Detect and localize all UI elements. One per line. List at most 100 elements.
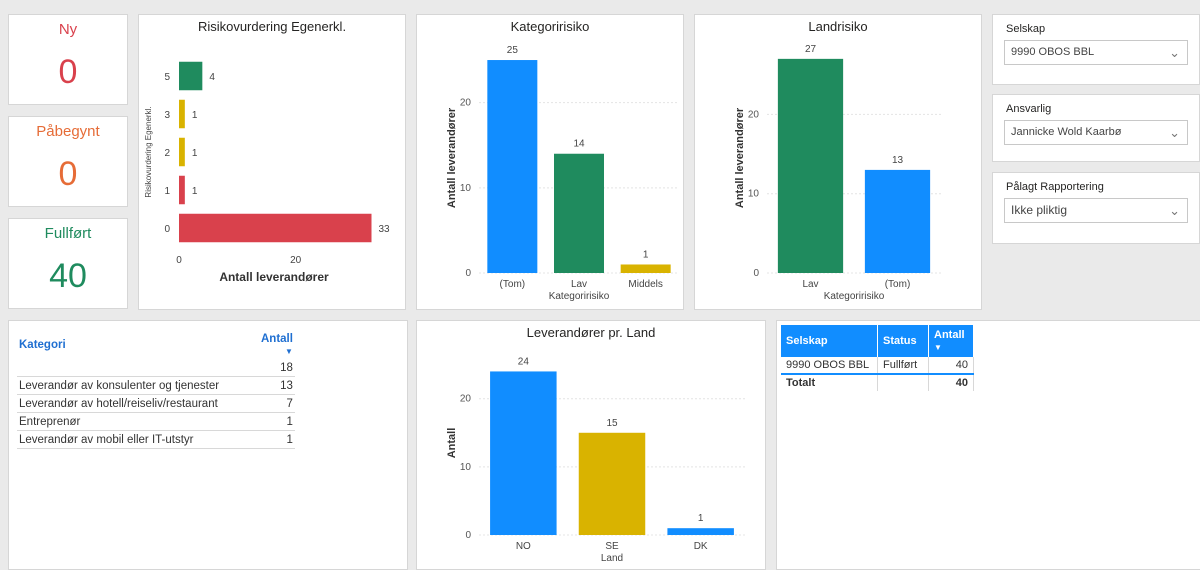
cell-antall: 1 [259,430,295,449]
sort-desc-icon: ▼ [934,343,942,352]
y-tick-label: 0 [753,268,759,279]
y-tick-label: 2 [164,148,170,159]
company-table-card: Selskap Status Antall ▼ 9990 OBOS BBL Ful… [776,320,1200,570]
chevron-down-icon[interactable]: ⌄ [1169,203,1180,218]
data-label: 25 [507,45,519,56]
palagt-rapportering-dropdown[interactable]: Ikke pliktig ⌄ [1004,198,1188,223]
y-tick-label: 0 [465,530,471,541]
leverandorer-pr-land-chart: 0 10 20 24 NO 15 SE 1 DK Land Antall [446,356,745,564]
chart-card-kategoririsiko[interactable]: Kategoririsiko 0 10 20 25 (Tom) 14 Lav 1 Middels… [416,14,684,310]
x-tick-label: Lav [802,279,818,290]
bar [554,153,604,273]
data-label: 1 [698,513,704,524]
slicer-selskap[interactable]: Selskap 9990 OBOS BBL ⌄ [992,14,1200,85]
kpi-label: Ny [58,21,78,38]
data-label: 14 [573,139,585,150]
y-tick-label: 0 [465,268,471,279]
kpi-card-fullfort: Fullført 40 [8,218,128,309]
x-axis-label: Kategoririsiko [549,291,610,302]
slicer-title: Ansvarlig [1006,103,1052,115]
chevron-down-icon[interactable]: ⌄ [1169,125,1180,140]
table-row[interactable]: 9990 OBOS BBL Fullført 40 [781,357,974,374]
x-tick-label: NO [516,541,531,552]
slicer-palagt-rapportering[interactable]: Pålagt Rapportering Ikke pliktig ⌄ [992,172,1200,244]
kpi-card-pabegynt: Påbegynt 0 [8,116,128,207]
x-tick-label: 0 [176,255,182,266]
company-table: Selskap Status Antall ▼ 9990 OBOS BBL Ful… [781,325,974,391]
kpi-label: Påbegynt [36,123,100,140]
chart-card-risikovurdering[interactable]: Risikovurdering Egenerkl. 4 5 1 3 1 2 1 1 33 0 0 20… [138,14,406,310]
chart-card-leverandorer-pr-land[interactable]: Leverandører pr. Land 0 10 20 24 NO 15 SE 1 DK La… [416,320,766,570]
kategoririsiko-chart: 0 10 20 25 (Tom) 14 Lav 1 Middels Kategoririsiko A… [446,45,679,302]
bar [667,528,734,535]
data-label: 15 [606,418,618,429]
total-empty [877,373,929,391]
bar [179,61,203,91]
column-header-antall[interactable]: Antall ▼ [259,331,295,359]
y-tick-label: 1 [164,186,170,197]
cell-antall: 7 [259,394,295,413]
y-tick-label: 20 [460,394,472,405]
cell-antall: 13 [259,376,295,395]
table-row[interactable]: Leverandør av mobil eller IT-utstyr 1 [17,430,295,449]
column-header-status[interactable]: Status [877,325,929,357]
kpi-value: 0 [58,53,78,91]
slicer-title: Selskap [1006,23,1046,35]
y-tick-label: 20 [460,98,472,109]
y-axis-label: Risikovurdering Egenerkl. [144,106,153,197]
y-tick-label: 10 [748,189,760,200]
kpi-value: 0 [58,155,78,193]
x-tick-label: SE [605,541,619,552]
table-row[interactable]: Leverandør av konsulenter og tjenester 13 [17,376,295,395]
y-tick-label: 10 [460,462,472,473]
chart-card-landrisiko[interactable]: Landrisiko 0 10 20 27 Lav 13 (Tom) Kategoririsi… [694,14,982,310]
selskap-dropdown[interactable]: 9990 OBOS BBL ⌄ [1004,40,1188,65]
y-tick-label: 0 [164,224,170,235]
cell-selskap: 9990 OBOS BBL [781,357,878,374]
data-label: 1 [192,110,198,121]
y-axis-label: Antall leverandører [446,107,458,208]
slicer-value: Ikke pliktig [1011,203,1068,217]
chart-title: Kategoririsiko [510,19,590,34]
column-header-antall[interactable]: Antall ▼ [928,325,974,357]
data-label: 1 [192,148,198,159]
table-row[interactable]: 18 [17,359,295,377]
total-antall: 40 [928,373,974,391]
cell-status: Fullført [877,357,929,374]
bar [490,371,557,535]
chart-title: Landrisiko [808,19,868,34]
chevron-down-icon[interactable]: ⌄ [1169,45,1180,60]
column-header-kategori[interactable]: Kategori [19,339,66,351]
data-label: 24 [518,356,530,367]
bar [179,137,185,167]
bar [578,432,646,535]
risikovurdering-chart: 4 5 1 3 1 2 1 1 33 0 0 20 Antall leverandører Risikov… [144,61,391,284]
ansvarlig-dropdown[interactable]: Jannicke Wold Kaarbø ⌄ [1004,120,1188,145]
cell-antall: 40 [928,357,974,374]
x-axis-label: Land [601,553,623,564]
chart-title: Leverandører pr. Land [526,325,656,340]
slicer-ansvarlig[interactable]: Ansvarlig Jannicke Wold Kaarbø ⌄ [992,94,1200,162]
table-row[interactable]: Leverandør av hotell/reiseliv/restaurant… [17,394,295,413]
bar [620,264,671,273]
total-row: Totalt 40 [781,373,974,391]
cell-antall: 1 [259,412,295,431]
x-tick-label: (Tom) [885,279,911,290]
cell-kategori: Entreprenør [17,412,259,431]
slicer-title: Pålagt Rapportering [1006,181,1104,193]
column-header-selskap[interactable]: Selskap [781,325,878,357]
landrisiko-chart: 0 10 20 27 Lav 13 (Tom)Kategoririsiko Antall le… [734,44,941,302]
column-header-label: Antall [934,329,965,341]
slicer-value: Jannicke Wold Kaarbø [1011,126,1122,138]
y-tick-label: 3 [164,110,170,121]
kpi-card-ny: Ny 0 [8,14,128,105]
y-axis-label: Antall leverandører [734,107,746,208]
kpi-label: Fullført [44,225,92,242]
x-tick-label: DK [694,541,708,552]
cell-kategori: Leverandør av mobil eller IT-utstyr [17,430,259,449]
kpi-value: 40 [49,257,87,295]
data-label: 13 [892,155,904,166]
table-row[interactable]: Entreprenør 1 [17,412,295,431]
data-label: 33 [379,224,391,235]
y-axis-label: Antall [446,428,458,459]
